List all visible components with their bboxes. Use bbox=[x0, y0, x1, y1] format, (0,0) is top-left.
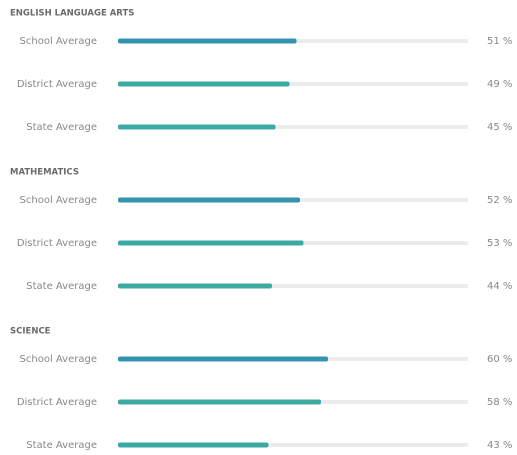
bar bbox=[118, 81, 290, 87]
row-label: School Average bbox=[20, 36, 97, 47]
value-label: 53 % bbox=[487, 238, 512, 249]
row-label: School Average bbox=[20, 354, 97, 365]
row-label: District Average bbox=[17, 397, 97, 408]
bar-track bbox=[118, 125, 468, 129]
row-label: State Average bbox=[26, 122, 97, 133]
row-label: School Average bbox=[20, 195, 97, 206]
row-label: State Average bbox=[26, 281, 97, 292]
bar bbox=[118, 283, 272, 289]
value-label: 58 % bbox=[487, 397, 512, 408]
value-label: 49 % bbox=[487, 79, 512, 90]
row-label: District Average bbox=[17, 79, 97, 90]
bar bbox=[118, 399, 321, 405]
bar bbox=[118, 442, 269, 448]
bar bbox=[118, 38, 297, 44]
value-label: 44 % bbox=[487, 281, 512, 292]
value-label: 45 % bbox=[487, 122, 512, 133]
value-label: 52 % bbox=[487, 195, 512, 206]
section-title: MATHEMATICS bbox=[10, 168, 79, 178]
section-title: SCIENCE bbox=[10, 327, 51, 337]
bar-track bbox=[118, 82, 468, 86]
bar bbox=[118, 197, 300, 203]
value-label: 60 % bbox=[487, 354, 512, 365]
bar bbox=[118, 240, 304, 246]
bar bbox=[118, 356, 328, 362]
value-label: 43 % bbox=[487, 440, 512, 451]
value-label: 51 % bbox=[487, 36, 512, 47]
row-label: District Average bbox=[17, 238, 97, 249]
bar-track bbox=[118, 284, 468, 288]
bar-track bbox=[118, 443, 468, 447]
row-label: State Average bbox=[26, 440, 97, 451]
section-title: ENGLISH LANGUAGE ARTS bbox=[10, 9, 134, 19]
bar bbox=[118, 124, 276, 130]
